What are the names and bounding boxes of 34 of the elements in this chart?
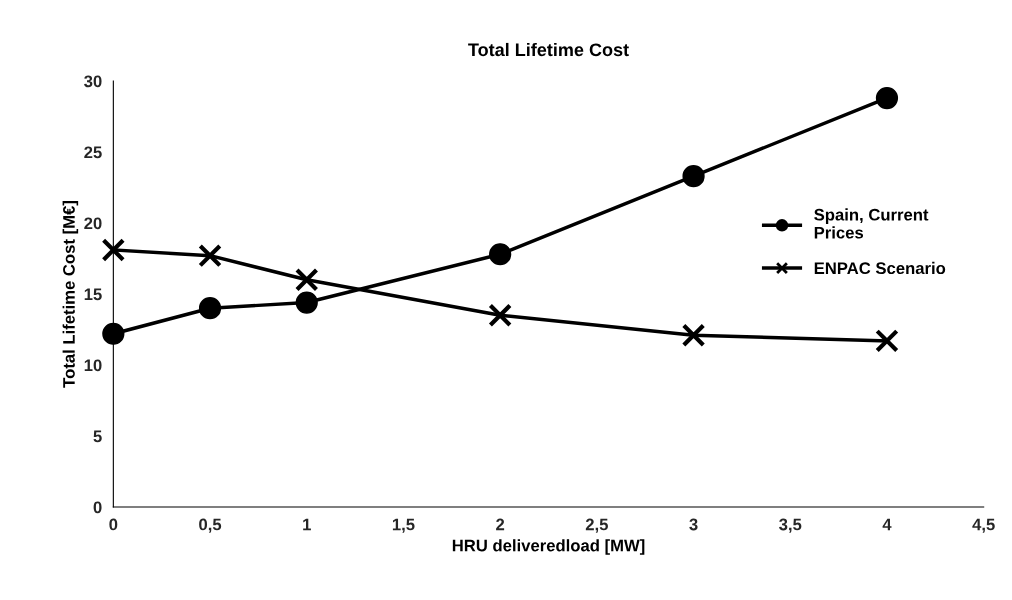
legend-label: Spain, Current Prices: [814, 208, 929, 239]
x-tick-label: 0,5: [199, 518, 222, 533]
y-tick-label: 30: [84, 75, 102, 88]
point: [681, 323, 706, 347]
point: [198, 243, 222, 268]
x-tick-label: 4,5: [972, 518, 995, 533]
y-tick-label: 5: [93, 430, 102, 443]
x-tick-label: 4: [882, 518, 892, 531]
point: [295, 291, 318, 314]
point: [294, 267, 319, 292]
point: [875, 86, 899, 110]
x-tick-label: 0: [109, 518, 118, 531]
x-tick-label: 2: [496, 518, 505, 531]
x-axis-title: HRU deliveredload [MW]: [452, 539, 645, 555]
x-tick-label: 1,5: [392, 518, 415, 533]
point: [198, 297, 222, 320]
point: [101, 238, 126, 262]
y-tick-label: 15: [84, 288, 102, 301]
x-tick-label: 2,5: [585, 518, 608, 533]
point: [875, 329, 899, 353]
point: [682, 165, 705, 188]
y-tick-label: 20: [84, 217, 102, 230]
x-tick-label: 3,5: [779, 518, 802, 533]
legend-label: ENPAC Scenario: [814, 261, 946, 275]
y-tick-label: 25: [84, 146, 102, 159]
y-tick-label: 10: [84, 359, 102, 372]
point: [102, 322, 125, 345]
y-axis-title: Total Lifetime Cost [M€]: [62, 201, 79, 388]
point: [488, 303, 512, 328]
x-tick-label: 3: [689, 518, 698, 531]
y-tick-label: 0: [93, 501, 102, 514]
point: [489, 243, 512, 266]
chart-title: Total Lifetime Cost: [468, 42, 629, 57]
x-tick-label: 1: [303, 518, 311, 531]
